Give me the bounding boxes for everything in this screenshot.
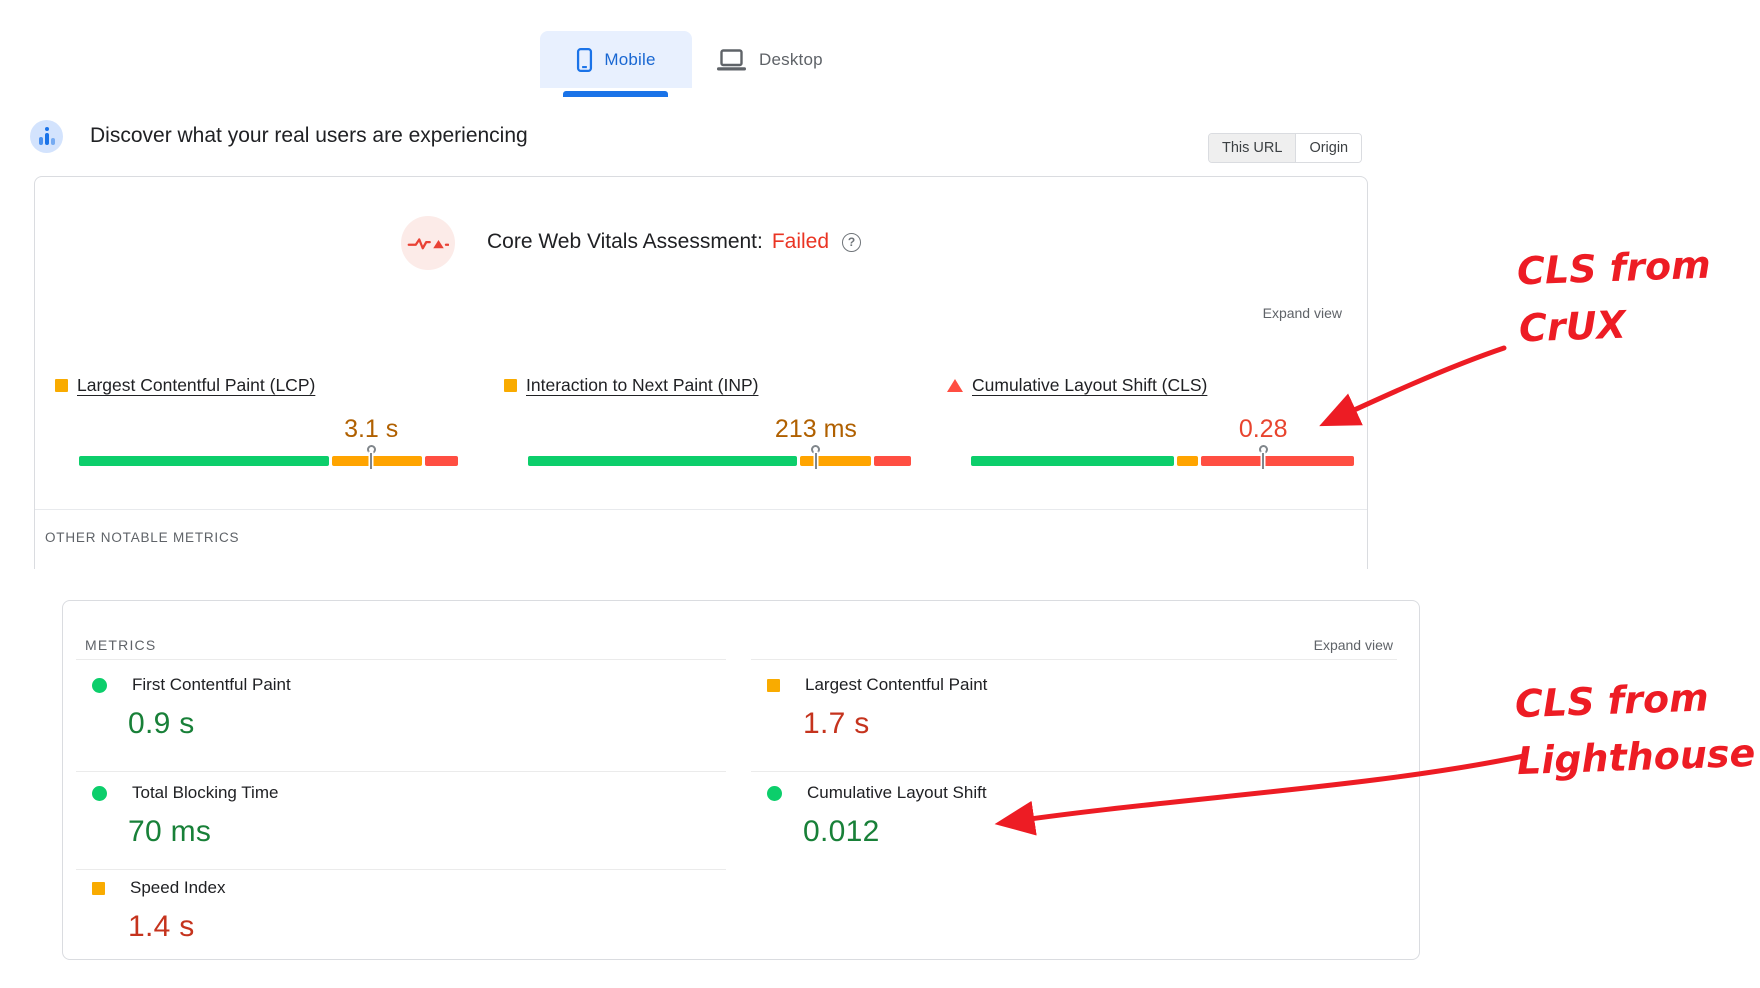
field-data-icon [30, 120, 63, 153]
tbt-label: Total Blocking Time [132, 783, 279, 802]
lab-metric-lcp: Largest Contentful Paint 1.7 s [751, 675, 1391, 741]
tab-desktop-label: Desktop [759, 50, 823, 69]
cls-status-icon [947, 379, 963, 392]
tab-mobile[interactable]: Mobile [540, 31, 692, 88]
lcp-status-icon [55, 379, 68, 392]
tbt-value: 70 ms [128, 815, 212, 848]
tab-desktop[interactable]: Desktop [706, 36, 876, 84]
fcp-status-icon [92, 677, 107, 693]
pulse-icon [401, 216, 455, 270]
divider [76, 869, 726, 870]
divider [35, 509, 1367, 510]
divider [751, 659, 1397, 660]
active-tab-indicator [563, 91, 668, 97]
inp-status-icon [504, 379, 517, 392]
expand-view-link[interactable]: Expand view [1262, 305, 1342, 321]
cls-link[interactable]: Cumulative Layout Shift (CLS) [972, 375, 1208, 395]
lab-cls-status-icon [767, 785, 782, 801]
cls-distribution-bar [971, 445, 1358, 469]
cls-value: 0.28 [1238, 415, 1288, 443]
discover-row: Discover what your real users are experi… [30, 118, 1730, 156]
help-icon[interactable]: ? [842, 232, 862, 252]
laptop-icon [717, 48, 746, 70]
expand-view-link-2[interactable]: Expand view [1313, 637, 1393, 653]
toggle-this-url[interactable]: This URL [1209, 134, 1297, 162]
tbt-status-icon [92, 785, 107, 801]
lab-lcp-status-icon [767, 678, 780, 692]
inp-link[interactable]: Interaction to Next Paint (INP) [526, 375, 759, 395]
lab-metric-si: Speed Index 1.4 s [76, 878, 716, 944]
lab-metric-tbt: Total Blocking Time 70 ms [76, 783, 716, 849]
annotation-cls-from-lighthouse: CLS from Lighthouse [1514, 675, 1756, 784]
lcp-link[interactable]: Largest Contentful Paint (LCP) [77, 375, 316, 395]
core-web-vitals-card: Core Web Vitals Assessment: Failed ? Exp… [34, 176, 1368, 569]
lab-lcp-label: Largest Contentful Paint [805, 675, 988, 694]
field-metric-inp: Interaction to Next Paint (INP) 213 ms [504, 375, 916, 485]
field-metric-lcp: Largest Contentful Paint (LCP) 3.1 s [55, 375, 467, 485]
toggle-origin[interactable]: Origin [1296, 134, 1362, 162]
scope-toggle: This URL Origin [1208, 133, 1363, 163]
divider [76, 659, 726, 660]
phone-icon [577, 47, 593, 72]
lab-cls-label: Cumulative Layout Shift [807, 783, 987, 802]
lab-metric-fcp: First Contentful Paint 0.9 s [76, 675, 716, 741]
divider [751, 771, 1397, 772]
other-notable-metrics-header: OTHER NOTABLE METRICS [45, 530, 240, 545]
inp-distribution-bar [528, 445, 915, 469]
lab-cls-value: 0.012 [803, 815, 880, 848]
si-label: Speed Index [130, 878, 226, 897]
lab-metrics-card: METRICS Expand view First Contentful Pai… [62, 600, 1420, 960]
metrics-header: METRICS [85, 637, 157, 653]
fcp-value: 0.9 s [128, 707, 195, 740]
si-value: 1.4 s [128, 910, 195, 943]
page-title: Discover what your real users are experi… [90, 124, 528, 147]
inp-value: 213 ms [774, 415, 857, 443]
lab-metric-cls: Cumulative Layout Shift 0.012 [751, 783, 1391, 849]
lcp-value: 3.1 s [344, 415, 399, 443]
annotation-cls-from-crux: CLS from CrUX [1516, 242, 1712, 351]
si-status-icon [92, 881, 105, 895]
assessment-status: Failed [771, 230, 830, 253]
divider [76, 771, 726, 772]
assessment-title: Core Web Vitals Assessment: [487, 230, 763, 253]
field-metric-cls: Cumulative Layout Shift (CLS) 0.28 [947, 375, 1359, 485]
tab-mobile-label: Mobile [604, 49, 656, 69]
lcp-distribution-bar [79, 445, 466, 469]
fcp-label: First Contentful Paint [132, 675, 291, 694]
lab-lcp-value: 1.7 s [803, 707, 870, 740]
